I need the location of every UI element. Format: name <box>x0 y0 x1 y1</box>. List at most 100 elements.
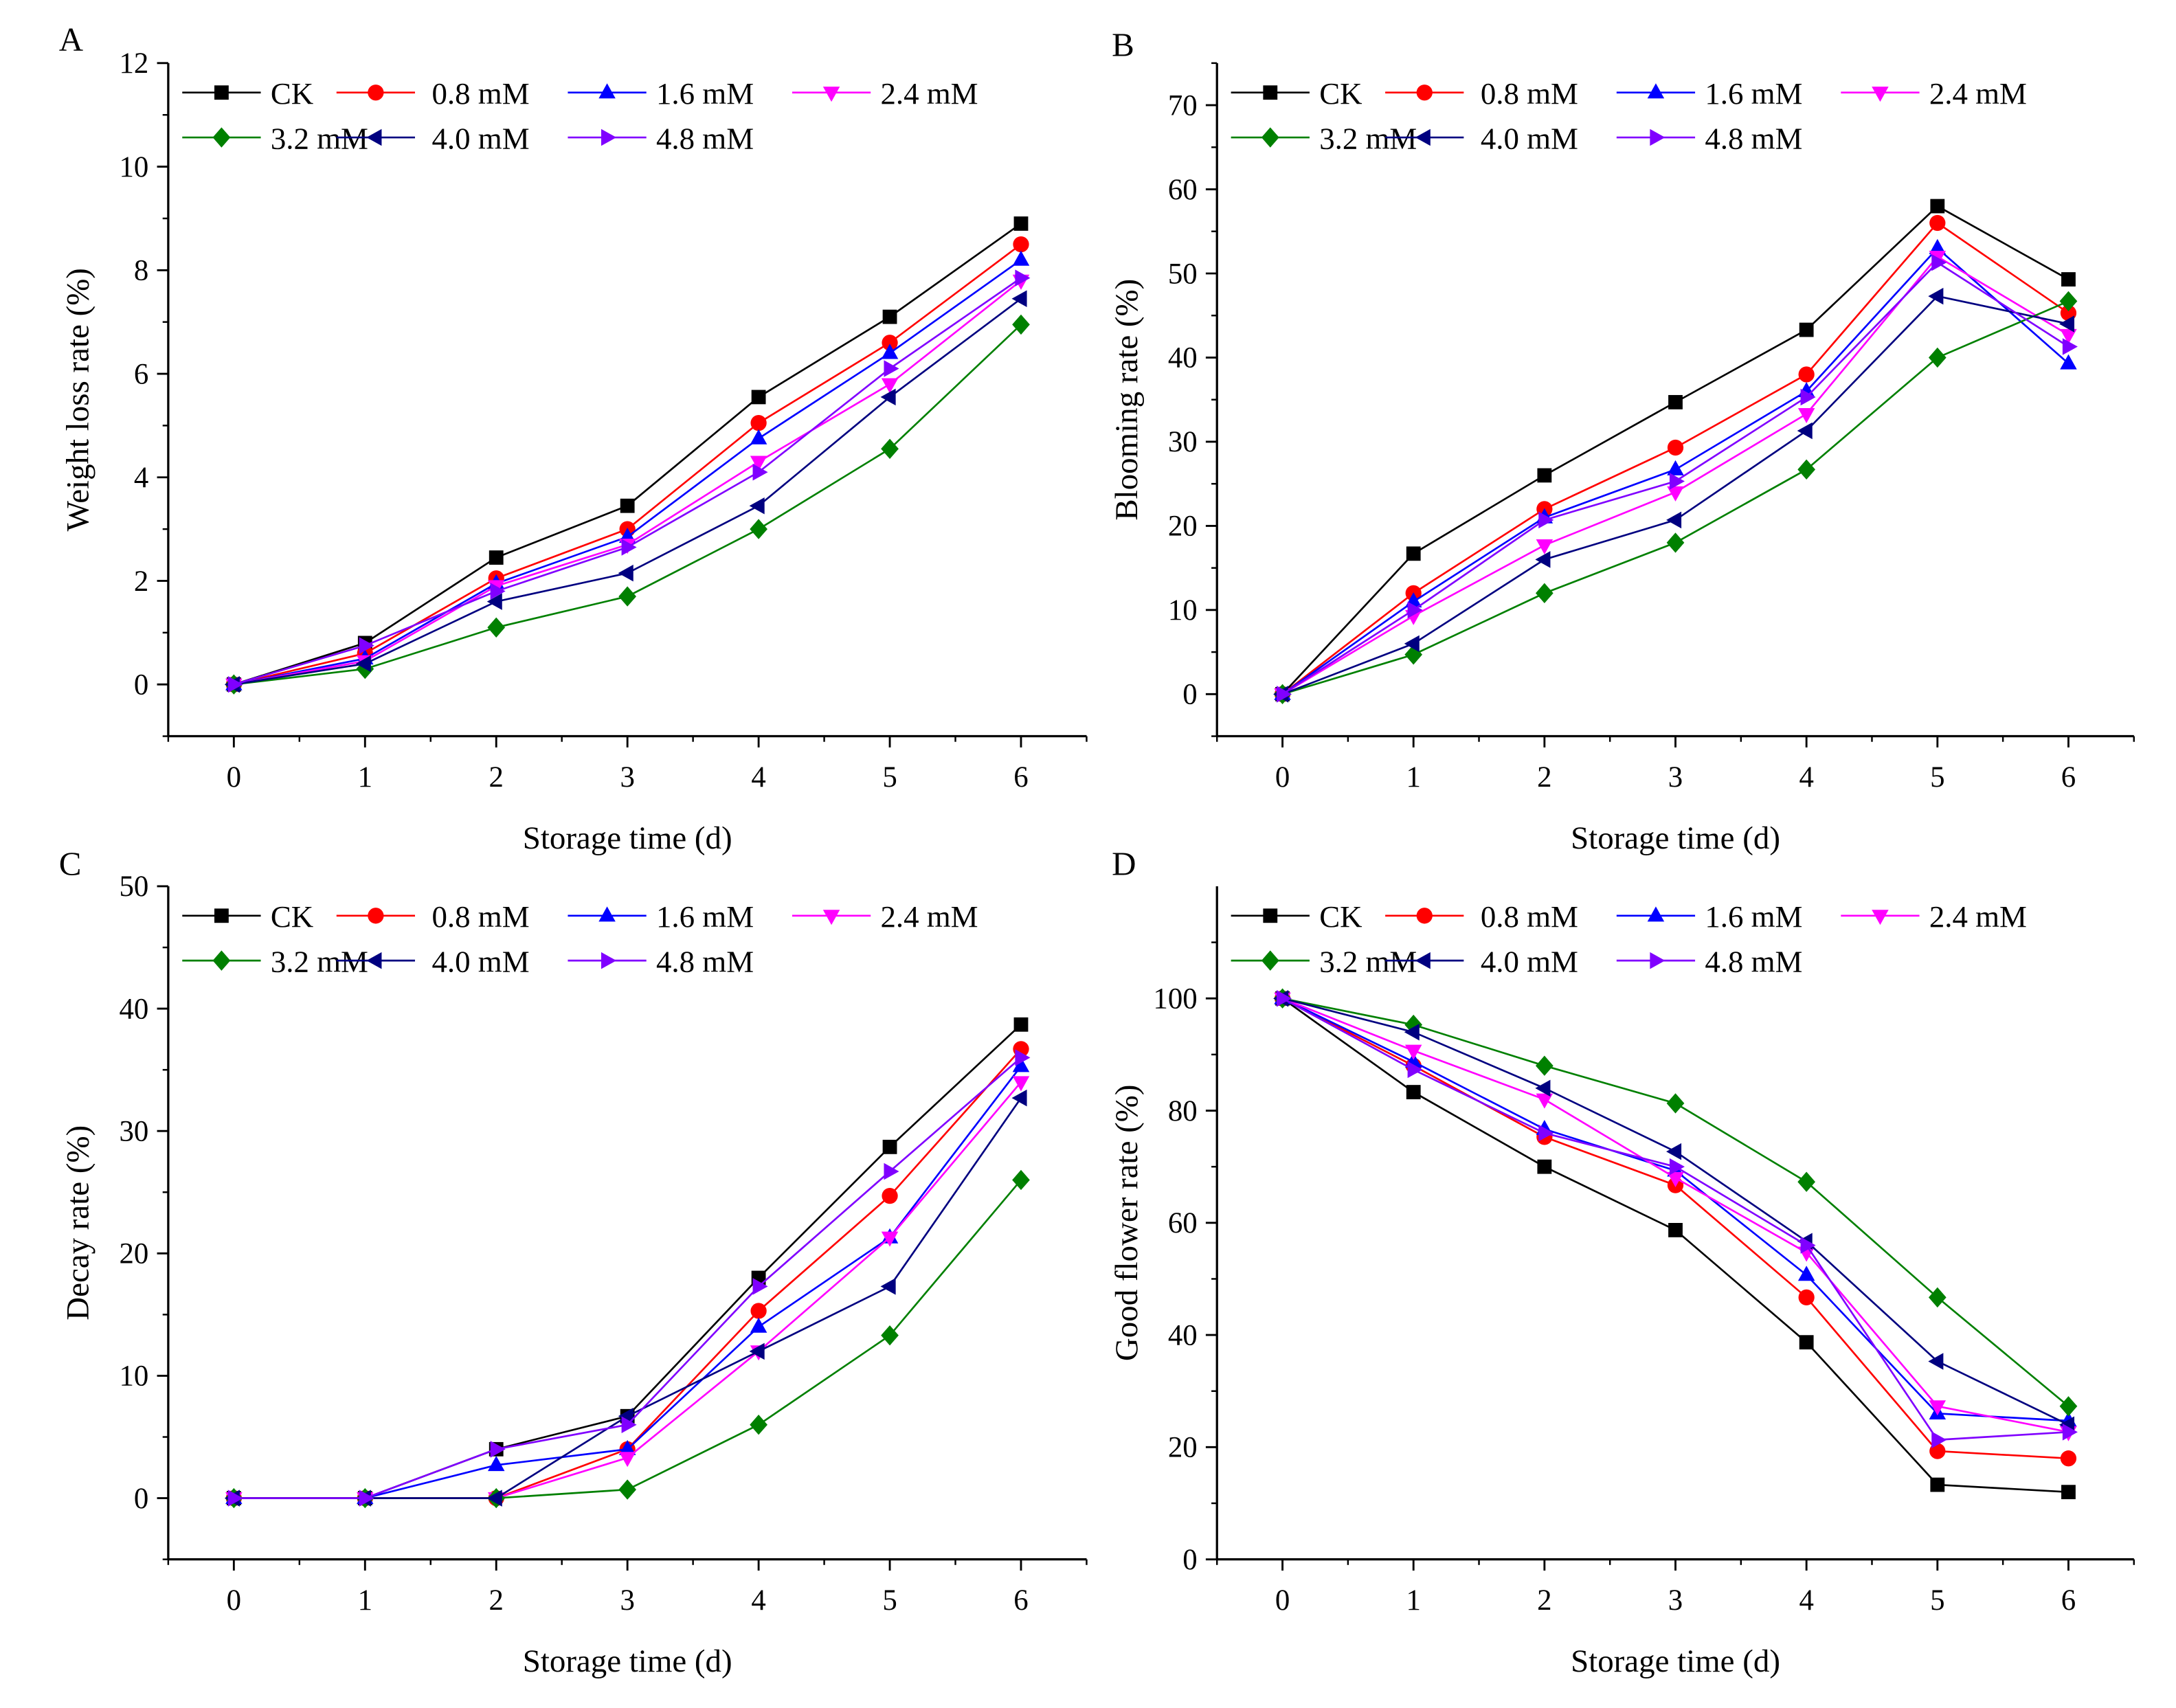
y-tick-label: 20 <box>119 1238 148 1270</box>
y-tick-label: 50 <box>1168 258 1198 290</box>
legend-label: 0.8 mM <box>432 76 530 111</box>
data-point <box>2061 272 2076 286</box>
series-line <box>234 1057 1022 1499</box>
marker-circle <box>1416 908 1433 924</box>
legend-item: 3.2 mM <box>182 944 368 978</box>
data-point <box>1800 1237 1816 1254</box>
x-tick-label: 4 <box>751 1584 765 1617</box>
marker-square <box>214 908 229 923</box>
legend-item: 4.0 mM <box>1385 121 1578 155</box>
data-point <box>1535 551 1551 568</box>
marker-triangle-up <box>1647 83 1665 99</box>
marker-triangle-left <box>366 128 382 146</box>
x-axis-label: Storage time (d) <box>1571 820 1780 856</box>
data-point <box>751 390 766 405</box>
legend-label: 4.8 mM <box>656 944 754 978</box>
series-0-8-mM <box>225 1041 1029 1507</box>
data-point <box>1928 1353 1944 1370</box>
legend-label: 0.8 mM <box>1481 76 1578 111</box>
data-point <box>1800 388 1816 406</box>
legend-label: 1.6 mM <box>1705 76 1802 111</box>
marker-triangle-up <box>1647 906 1665 922</box>
legend-item: 4.0 mM <box>1385 944 1578 978</box>
data-point <box>1013 236 1029 253</box>
data-point <box>621 539 637 556</box>
data-point <box>1404 1044 1422 1060</box>
y-tick-label: 40 <box>119 993 148 1025</box>
series-4-0-mM <box>1273 287 2075 703</box>
x-tick-label: 4 <box>1799 1584 1813 1617</box>
marker-circle <box>368 85 384 101</box>
data-point <box>1668 1223 1683 1237</box>
data-point <box>618 1407 633 1425</box>
data-point <box>486 1490 502 1507</box>
legend-item: 3.2 mM <box>182 121 368 155</box>
y-axis-label: Blooming rate (%) <box>1109 279 1145 521</box>
marker-triangle-left <box>1415 952 1431 969</box>
marker-square <box>214 85 229 100</box>
series-line <box>234 259 1022 686</box>
legend-label: 0.8 mM <box>432 899 530 934</box>
data-point <box>2059 1396 2078 1417</box>
data-point <box>881 1325 899 1346</box>
series-line <box>234 1065 1022 1499</box>
x-tick-label: 6 <box>2061 1584 2076 1617</box>
data-point <box>1929 1400 1947 1416</box>
data-point <box>227 675 243 693</box>
series-4-8-mM <box>227 1049 1031 1507</box>
data-point <box>1667 460 1684 475</box>
legend-label: 1.6 mM <box>656 76 754 111</box>
data-point <box>1667 439 1684 456</box>
y-tick-label: 10 <box>1168 594 1198 627</box>
legend-item: 1.6 mM <box>1616 899 1802 934</box>
legend: CK 0.8 mM 1.6 mM 2.4 mM 3.2 mM 4.0 mM 4.8 mM <box>1231 76 2027 155</box>
data-point <box>882 1187 898 1204</box>
data-point <box>882 309 897 324</box>
marker-circle <box>368 908 384 924</box>
x-tick-label: 2 <box>489 1584 504 1617</box>
data-point <box>749 497 765 515</box>
series-line <box>234 1081 1022 1499</box>
legend-label: 3.2 mM <box>1319 944 1417 978</box>
series-CK <box>1275 991 2076 1500</box>
data-point <box>359 637 374 654</box>
legend-label: 1.6 mM <box>656 899 754 934</box>
data-point <box>1535 1079 1551 1097</box>
panel-letter: D <box>1112 845 1136 883</box>
series-0-8-mM <box>1274 214 2077 702</box>
marker-triangle-left <box>366 952 382 969</box>
panel-letter: B <box>1112 26 1134 64</box>
data-point <box>1799 322 1814 337</box>
data-point <box>1537 468 1552 483</box>
data-point <box>1537 1159 1552 1174</box>
data-point <box>1404 1023 1420 1041</box>
data-point <box>1406 546 1421 561</box>
x-tick-label: 4 <box>1799 761 1813 794</box>
panel-letter: C <box>59 845 82 883</box>
data-point <box>1668 394 1683 409</box>
x-tick-label: 3 <box>620 1584 634 1617</box>
series-CK <box>226 216 1029 692</box>
y-tick-label: 20 <box>1168 1432 1198 1464</box>
x-tick-label: 5 <box>1930 1584 1944 1617</box>
data-point <box>881 438 899 459</box>
y-tick-label: 40 <box>1168 342 1198 374</box>
data-point <box>490 1441 506 1458</box>
data-point <box>2059 291 2078 312</box>
y-tick-label: 60 <box>1168 1207 1198 1239</box>
x-axis-label: Storage time (d) <box>1571 1643 1780 1679</box>
legend-item: 0.8 mM <box>1385 76 1578 111</box>
legend: CK 0.8 mM 1.6 mM 2.4 mM 3.2 mM 4.0 mM 4.8 mM <box>182 76 978 155</box>
x-tick-label: 0 <box>227 761 241 794</box>
x-tick-label: 2 <box>1537 761 1551 794</box>
legend-item: 2.4 mM <box>792 899 978 934</box>
data-point <box>618 564 633 582</box>
data-point <box>618 586 637 607</box>
data-point <box>1404 635 1420 653</box>
data-point <box>1667 486 1684 502</box>
data-point <box>750 1317 767 1333</box>
series-1-6-mM <box>1274 238 2077 700</box>
data-point <box>880 1278 896 1295</box>
